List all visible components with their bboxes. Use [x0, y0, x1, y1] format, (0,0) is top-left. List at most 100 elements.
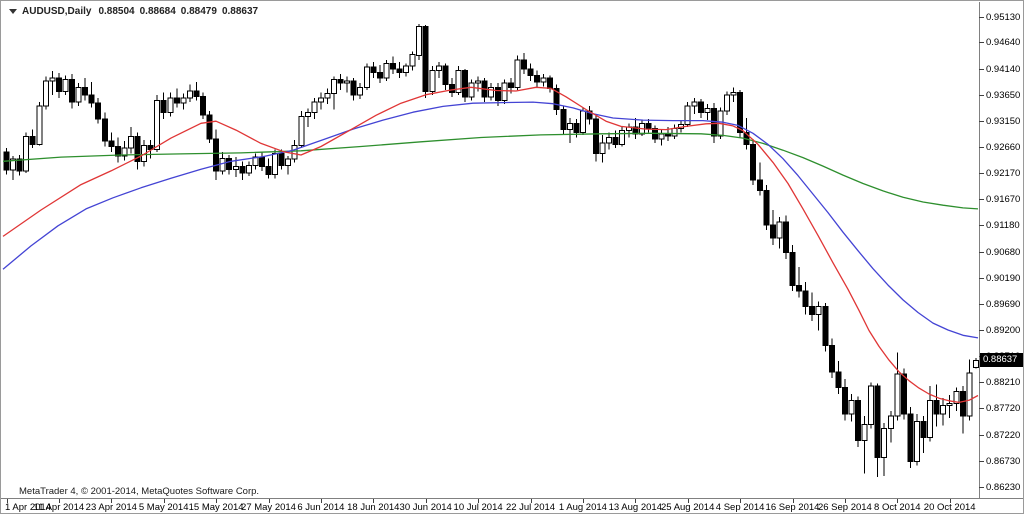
candle: [160, 92, 167, 120]
candle: [520, 52, 527, 75]
time-axis-separator: [1, 498, 1023, 499]
candle: [285, 156, 292, 175]
date-axis-label: 10 Jul 2014: [453, 502, 503, 513]
price-axis-label: 0.87220: [986, 429, 1021, 441]
candle: [658, 129, 665, 146]
candle: [127, 126, 134, 154]
candle: [396, 61, 403, 78]
time-axis-tick: [530, 499, 532, 503]
price-axis-tick: [979, 408, 984, 410]
candle: [494, 83, 501, 106]
price-axis-label: 0.86230: [986, 482, 1021, 494]
time-axis-tick: [844, 499, 846, 503]
price-axis-tick: [979, 487, 984, 489]
candle: [317, 92, 324, 110]
candle: [848, 393, 855, 422]
chart-symbol-label: AUDUSD,Daily: [22, 6, 92, 17]
ma-slow-green: [2, 132, 979, 210]
candle: [697, 98, 704, 118]
price-axis-tick: [979, 121, 984, 123]
candle: [540, 74, 547, 87]
date-axis-label: 6 Jun 2014: [297, 502, 345, 513]
candle: [900, 368, 907, 420]
date-axis-label: 26 Sep 2014: [817, 502, 872, 513]
price-axis-label: 0.87720: [986, 403, 1021, 415]
candle: [868, 382, 875, 429]
date-axis-label: 18 Jun 2014: [347, 502, 400, 513]
candle: [29, 129, 36, 149]
date-axis-label: 5 May 2014: [138, 502, 189, 513]
candle: [252, 153, 259, 170]
ma-fast-red: [2, 86, 979, 404]
candle: [678, 120, 685, 133]
price-axis-label: 0.93150: [986, 116, 1021, 128]
price-axis-label: 0.86730: [986, 455, 1021, 467]
time-axis-tick: [740, 499, 742, 503]
candle: [383, 59, 390, 81]
symbol-dropdown-icon[interactable]: [9, 8, 17, 14]
candle: [625, 123, 632, 138]
price-axis-label: 0.88210: [986, 377, 1021, 389]
time-axis-tick: [792, 499, 794, 503]
candle: [186, 84, 193, 103]
current-price-tag: 0.88637: [980, 353, 1023, 368]
candle: [134, 132, 141, 170]
ohlc-low: 0.88479: [180, 6, 217, 17]
candle: [566, 117, 573, 143]
candle: [802, 281, 809, 315]
candle: [344, 76, 351, 93]
price-axis-tick: [979, 42, 984, 44]
candle: [258, 151, 265, 171]
candle: [206, 111, 213, 143]
candle: [200, 92, 206, 120]
price-axis-tick: [979, 16, 984, 18]
candle: [553, 84, 560, 115]
price-axis-tick: [979, 304, 984, 306]
price-axis-tick: [979, 225, 984, 227]
candle: [776, 216, 783, 249]
candle: [894, 352, 901, 421]
price-axis-tick: [979, 460, 984, 462]
candle: [907, 407, 914, 468]
time-axis-tick: [687, 499, 689, 503]
candle: [946, 395, 953, 418]
candle: [887, 410, 894, 443]
candle: [193, 82, 200, 101]
price-axis-separator: [979, 2, 980, 499]
candle: [357, 83, 364, 99]
candle: [173, 88, 180, 108]
candle: [154, 95, 161, 152]
candle: [403, 63, 410, 77]
candle: [101, 112, 108, 147]
candle: [69, 74, 75, 109]
candle: [763, 185, 770, 231]
date-axis-label: 1 Apr 2014: [5, 502, 51, 513]
candle: [953, 387, 960, 411]
price-axis-tick: [979, 330, 984, 332]
candle: [560, 105, 567, 134]
candle: [337, 74, 344, 90]
candle: [49, 70, 56, 96]
candle: [389, 56, 396, 75]
price-axis-tick: [979, 199, 984, 201]
candle: [841, 379, 848, 421]
price-axis-label: 0.90190: [986, 272, 1021, 284]
candle: [599, 134, 606, 163]
time-axis-tick: [373, 499, 375, 503]
candle: [704, 104, 711, 121]
candle: [350, 77, 357, 101]
candle: [82, 77, 89, 101]
candle: [724, 91, 730, 115]
candle: [874, 383, 881, 477]
candle: [586, 105, 593, 125]
candle: [645, 119, 652, 133]
price-axis-tick: [979, 68, 984, 70]
date-axis-label: 15 May 2014: [188, 502, 244, 513]
chart-title-bar: AUDUSD,Daily 0.88504 0.88684 0.88479 0.88637: [9, 6, 263, 17]
candle: [23, 132, 30, 173]
price-axis-label: 0.92170: [986, 167, 1021, 179]
candle: [370, 61, 377, 78]
candle: [881, 423, 888, 476]
candle: [75, 83, 82, 106]
